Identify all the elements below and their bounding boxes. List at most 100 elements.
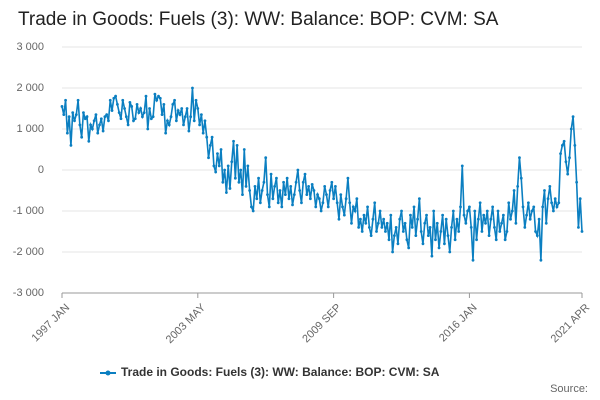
point xyxy=(498,230,502,233)
point xyxy=(135,103,139,106)
point xyxy=(392,234,396,238)
point xyxy=(493,226,496,229)
point xyxy=(367,226,371,229)
point xyxy=(280,205,284,209)
point xyxy=(169,115,173,119)
point xyxy=(518,156,521,160)
point xyxy=(414,234,418,238)
point xyxy=(532,205,536,209)
point xyxy=(235,144,239,147)
point xyxy=(350,221,353,225)
point xyxy=(258,201,262,205)
point xyxy=(166,119,169,123)
point xyxy=(562,139,566,143)
point xyxy=(487,234,491,238)
chart-title: Trade in Goods: Fuels (3): WW: Balance: … xyxy=(18,9,499,30)
point xyxy=(287,197,291,201)
point xyxy=(96,131,100,135)
point xyxy=(90,127,94,131)
point xyxy=(528,217,532,221)
point xyxy=(266,193,269,197)
point xyxy=(153,92,157,96)
point xyxy=(160,113,164,117)
point xyxy=(534,230,537,233)
point xyxy=(76,98,80,102)
point xyxy=(537,217,541,221)
point xyxy=(523,226,527,229)
point xyxy=(509,217,512,221)
y-tick-label: 1 000 xyxy=(16,123,44,135)
y-tick-label: 3 000 xyxy=(16,41,44,53)
point xyxy=(119,117,123,121)
series-line xyxy=(61,87,583,261)
point xyxy=(323,185,327,188)
legend-label: Trade in Goods: Fuels (3): WW: Balance: … xyxy=(121,365,440,379)
point xyxy=(214,170,218,174)
point xyxy=(471,258,475,262)
point xyxy=(262,180,266,184)
point xyxy=(164,131,168,135)
point xyxy=(278,189,282,192)
point xyxy=(212,164,216,168)
point xyxy=(478,201,482,205)
point xyxy=(105,113,109,117)
point xyxy=(468,205,471,209)
point xyxy=(410,226,414,229)
point xyxy=(475,238,478,242)
point xyxy=(409,213,412,217)
point xyxy=(435,221,439,225)
point xyxy=(301,180,305,184)
point xyxy=(546,197,550,201)
point xyxy=(376,221,380,225)
point xyxy=(192,119,196,123)
point xyxy=(117,111,121,114)
point xyxy=(491,205,495,209)
point xyxy=(535,234,539,238)
point xyxy=(505,230,509,233)
point xyxy=(484,221,487,225)
y-tick-label: -2 000 xyxy=(13,246,44,258)
point xyxy=(233,176,237,180)
point xyxy=(459,205,462,209)
point xyxy=(384,230,387,233)
point xyxy=(489,217,493,221)
point xyxy=(112,96,116,100)
legend-marker xyxy=(105,370,111,376)
point xyxy=(133,117,137,121)
point xyxy=(444,217,448,221)
point xyxy=(541,205,545,209)
point xyxy=(241,193,244,197)
point xyxy=(248,189,252,192)
point xyxy=(142,111,146,114)
point xyxy=(552,209,555,213)
point xyxy=(378,209,382,213)
point xyxy=(510,209,514,213)
point xyxy=(326,205,330,209)
point xyxy=(291,203,294,207)
point xyxy=(417,197,421,201)
point xyxy=(580,230,584,233)
point xyxy=(419,230,423,233)
point xyxy=(344,197,348,201)
point xyxy=(157,94,160,98)
point xyxy=(453,238,457,242)
point xyxy=(385,221,389,225)
point xyxy=(94,113,98,117)
point xyxy=(421,242,425,246)
point xyxy=(405,238,409,242)
point xyxy=(199,113,203,117)
point xyxy=(394,226,398,229)
y-tick-label: 0 xyxy=(38,164,44,176)
point xyxy=(512,189,516,192)
point xyxy=(232,139,235,143)
point xyxy=(189,115,193,119)
point xyxy=(180,107,184,110)
point xyxy=(126,123,130,127)
point xyxy=(82,111,85,114)
point xyxy=(312,189,316,192)
point xyxy=(319,209,323,213)
point xyxy=(292,193,296,197)
point xyxy=(216,152,219,156)
point xyxy=(428,226,432,229)
point xyxy=(516,185,520,188)
